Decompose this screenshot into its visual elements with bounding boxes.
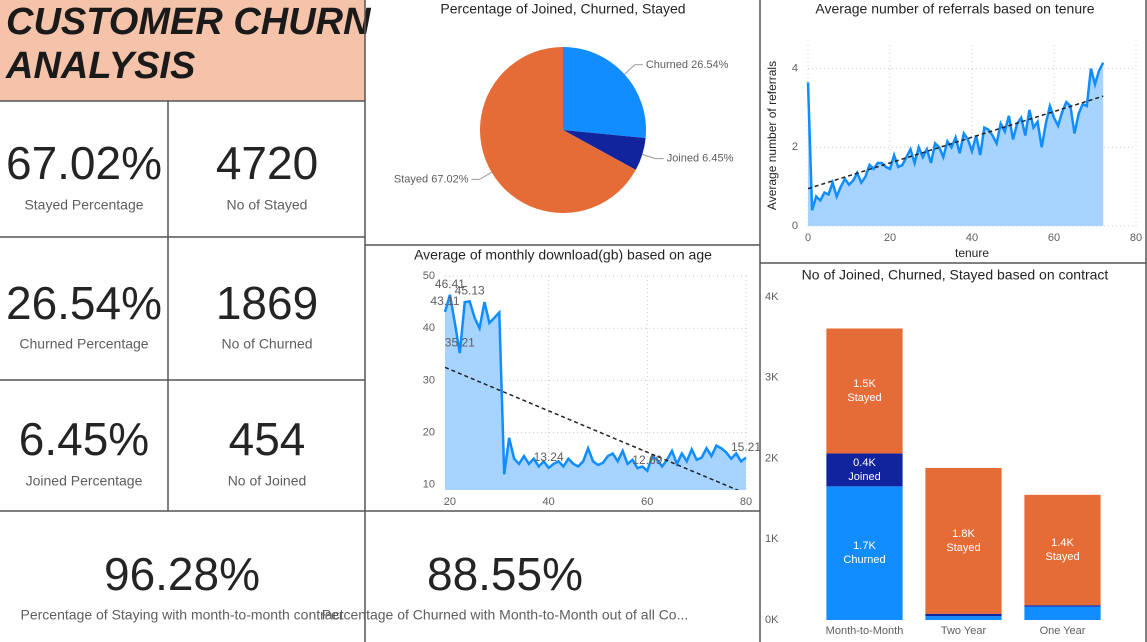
area bbox=[808, 62, 1104, 227]
kpi-value: 26.54% bbox=[6, 277, 162, 329]
y-tick-label: 3K bbox=[765, 372, 779, 384]
y-tick-label: 30 bbox=[423, 374, 435, 386]
chart-title: Percentage of Joined, Churned, Stayed bbox=[440, 1, 685, 17]
data-label: 12.69 bbox=[632, 453, 662, 467]
y-tick-label: 1K bbox=[765, 533, 779, 545]
data-label: 45.13 bbox=[455, 284, 485, 298]
x-tick-label: Two Year bbox=[941, 625, 987, 637]
bar-segment bbox=[826, 328, 903, 454]
pie-slice bbox=[563, 46, 646, 139]
header-background bbox=[0, 0, 365, 101]
y-tick-label: 40 bbox=[423, 322, 435, 334]
bar-segment bbox=[1024, 606, 1101, 620]
y-tick-label: 4 bbox=[792, 63, 798, 75]
segment-series-label: Stayed bbox=[946, 542, 980, 554]
pie-label-value: 26.54% bbox=[691, 59, 729, 71]
bar-segment bbox=[826, 453, 903, 487]
y-tick-label: 20 bbox=[423, 426, 435, 438]
x-tick-label: 80 bbox=[740, 496, 752, 508]
leader-line bbox=[642, 153, 664, 160]
y-tick-label: 0K bbox=[765, 614, 779, 626]
bar-segment bbox=[925, 616, 1002, 620]
y-tick-label: 4K bbox=[765, 291, 779, 303]
kpi-value: 67.02% bbox=[6, 137, 162, 189]
pie-label: Joined 6.45% bbox=[667, 152, 734, 164]
header-title: CUSTOMER CHURN bbox=[6, 1, 372, 43]
kpi-value: 88.55% bbox=[427, 548, 583, 600]
segment-series-label: Joined bbox=[848, 471, 880, 483]
kpi-value: 1869 bbox=[216, 277, 318, 329]
area bbox=[445, 294, 746, 490]
segment-value-label: 1.4K bbox=[1051, 537, 1074, 549]
x-tick-label: 40 bbox=[966, 232, 978, 244]
segment-series-label: Stayed bbox=[847, 392, 881, 404]
bar-segment bbox=[826, 486, 903, 620]
segment-value-label: 0.4K bbox=[853, 457, 876, 469]
line bbox=[443, 294, 747, 475]
segment-series-label: Churned bbox=[843, 554, 885, 566]
x-tick-label: 60 bbox=[1048, 232, 1060, 244]
kpi-label: Percentage of Staying with month-to-mont… bbox=[21, 607, 344, 623]
segment-series-label: Stayed bbox=[1045, 551, 1079, 563]
header-title: ANALYSIS bbox=[5, 45, 195, 87]
bar-segment bbox=[925, 613, 1002, 617]
data-label: 35.21 bbox=[445, 335, 475, 349]
x-tick-label: 20 bbox=[884, 232, 896, 244]
data-label: 13.24 bbox=[534, 450, 564, 464]
segment-value-label: 1.7K bbox=[853, 540, 876, 552]
pie-label: Churned 26.54% bbox=[646, 59, 729, 71]
pie-label-category: Stayed bbox=[394, 173, 428, 185]
pie-slice bbox=[479, 47, 636, 213]
pie-label-category: Churned bbox=[646, 59, 688, 71]
bar-segment bbox=[925, 467, 1002, 614]
data-label: 43.11 bbox=[430, 294, 459, 308]
y-axis-label: Average number of referrals bbox=[765, 61, 779, 210]
kpi-value: 4720 bbox=[216, 137, 318, 189]
trend-line bbox=[808, 95, 1104, 190]
y-tick-label: 2K bbox=[765, 452, 779, 464]
leader-line bbox=[624, 64, 643, 75]
x-tick-label: 40 bbox=[542, 496, 554, 508]
kpi-value: 96.28% bbox=[104, 548, 260, 600]
data-label: 46.41 bbox=[435, 277, 465, 291]
kpi-label: Stayed Percentage bbox=[24, 197, 143, 213]
x-tick-label: 0 bbox=[805, 232, 811, 244]
x-tick-label: 20 bbox=[444, 496, 456, 508]
y-tick-label: 0 bbox=[792, 220, 798, 232]
bar-segment bbox=[1024, 605, 1101, 607]
data-label: 15.21 bbox=[731, 440, 761, 454]
chart-title: Average of monthly download(gb) based on… bbox=[414, 247, 712, 263]
pie-label-category: Joined bbox=[667, 152, 699, 164]
kpi-label: No of Stayed bbox=[227, 197, 308, 213]
kpi-label: No of Churned bbox=[221, 336, 312, 352]
y-tick-label: 10 bbox=[423, 479, 435, 491]
kpi-label: No of Joined bbox=[228, 473, 307, 489]
kpi-value: 6.45% bbox=[19, 413, 149, 465]
x-tick-label: 80 bbox=[1130, 232, 1142, 244]
bar-segment bbox=[1024, 494, 1101, 606]
kpi-label: Percentage of Churned with Month-to-Mont… bbox=[322, 607, 689, 623]
kpi-value: 454 bbox=[229, 413, 306, 465]
pie-label: Stayed 67.02% bbox=[394, 173, 469, 185]
x-tick-label: One Year bbox=[1040, 625, 1086, 637]
leader-line bbox=[471, 171, 492, 180]
y-tick-label: 2 bbox=[792, 141, 798, 153]
pie-slice bbox=[563, 130, 646, 170]
x-axis-label: tenure bbox=[955, 246, 989, 260]
y-tick-label: 50 bbox=[423, 270, 435, 282]
x-tick-label: 60 bbox=[641, 496, 653, 508]
segment-value-label: 1.5K bbox=[853, 378, 876, 390]
chart-title: Average number of referrals based on ten… bbox=[815, 1, 1094, 17]
pie-label-value: 67.02% bbox=[431, 173, 469, 185]
kpi-label: Joined Percentage bbox=[26, 473, 143, 489]
kpi-label: Churned Percentage bbox=[19, 336, 148, 352]
pie-label-value: 6.45% bbox=[702, 152, 733, 164]
trend-line bbox=[445, 366, 740, 490]
segment-value-label: 1.8K bbox=[952, 528, 975, 540]
x-tick-label: Month-to-Month bbox=[826, 625, 904, 637]
chart-title: No of Joined, Churned, Stayed based on c… bbox=[802, 267, 1109, 283]
